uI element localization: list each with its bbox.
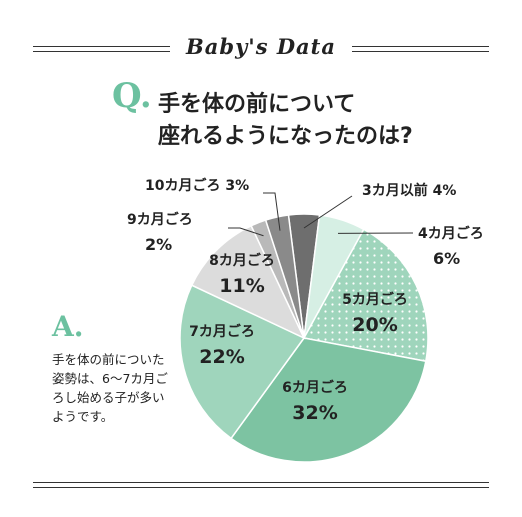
question-line-2: 座れるようになったのは? xyxy=(158,124,413,149)
slice-label: 7カ月ごろ xyxy=(189,323,255,340)
slice-value: 2% xyxy=(145,235,172,254)
slice-label: 5カ月ごろ xyxy=(342,291,408,308)
slice-value: 20% xyxy=(352,314,397,336)
pie-slice xyxy=(264,214,305,339)
pie-slice xyxy=(230,337,427,463)
slice-label: 9カ月ごろ xyxy=(127,211,193,228)
slice-label: 8カ月ごろ xyxy=(209,252,275,269)
answer-mark: A. xyxy=(52,310,84,343)
slice-label: 4カ月ごろ xyxy=(418,225,484,242)
pie-slice xyxy=(302,228,429,363)
leader-line xyxy=(228,227,264,237)
pie-slice xyxy=(190,224,306,340)
slice-value: 22% xyxy=(199,346,244,368)
leader-line xyxy=(263,192,281,231)
slice-label: 3カ月以前 4% xyxy=(362,182,456,199)
answer-text: 手を体の前についた姿勢は、6〜7カ月ごろし始める子が多いようです。 xyxy=(52,352,168,424)
slice-value: 11% xyxy=(219,275,264,297)
question-line-1: 手を体の前について xyxy=(158,92,356,117)
slice-value: 6% xyxy=(433,249,460,268)
slice-value: 32% xyxy=(292,402,337,424)
banner-title: Baby's Data xyxy=(170,30,352,64)
leader-line xyxy=(303,195,353,229)
bottom-rule-inner xyxy=(33,487,489,488)
question-mark: Q. xyxy=(112,76,152,116)
slice-label: 10カ月ごろ 3% xyxy=(145,177,249,194)
bottom-rule xyxy=(33,482,489,483)
slice-label: 6カ月ごろ xyxy=(282,379,348,396)
